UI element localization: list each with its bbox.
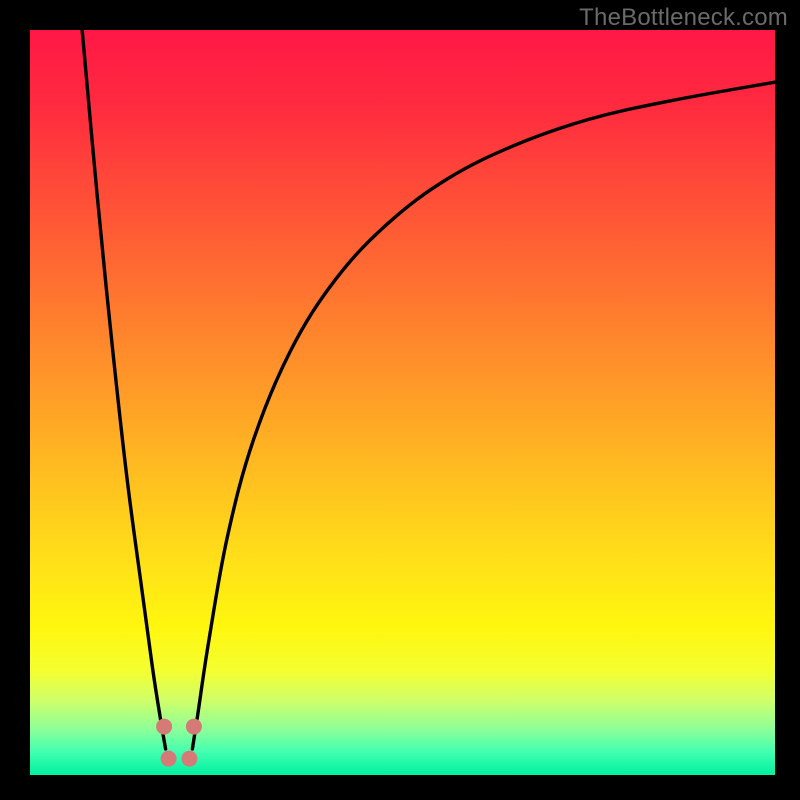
- curve-branch: [82, 30, 165, 749]
- watermark-text: TheBottleneck.com: [579, 4, 788, 32]
- bottleneck-curve: [30, 30, 775, 775]
- bottleneck-marker: [181, 751, 197, 767]
- bottleneck-marker: [186, 719, 202, 735]
- plot-area: [30, 30, 775, 775]
- curve-branch: [192, 82, 775, 749]
- canvas: TheBottleneck.com: [0, 0, 800, 800]
- bottleneck-marker: [161, 751, 177, 767]
- bottleneck-marker: [156, 719, 172, 735]
